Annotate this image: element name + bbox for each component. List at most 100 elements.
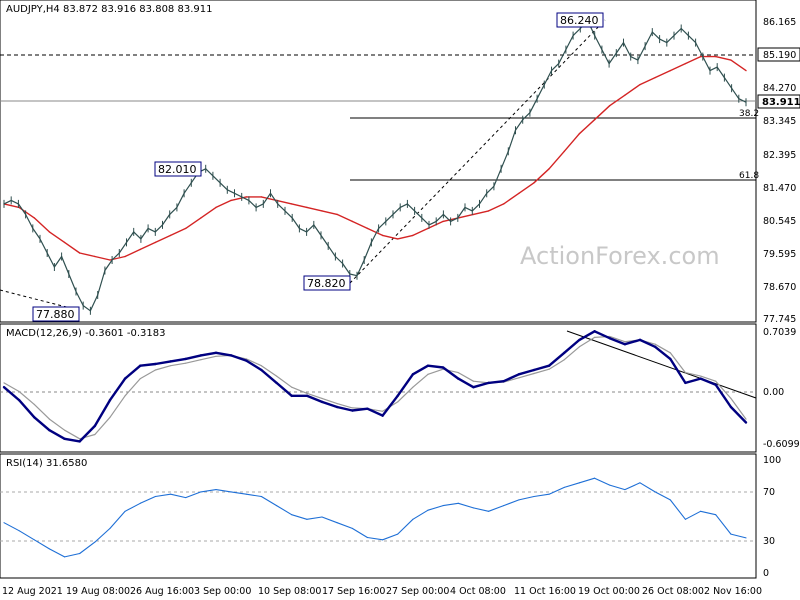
price-segment [615, 41, 625, 54]
rsi-segment [336, 522, 353, 529]
rsi-segment [154, 493, 172, 498]
price-segment [630, 55, 639, 61]
macd-signal-segment [518, 372, 535, 379]
macd-panel-frame [0, 323, 757, 453]
price-segment [457, 206, 466, 219]
macd-segment [245, 359, 263, 372]
price-tick: 79.595 [763, 249, 796, 260]
macd-segment [487, 380, 505, 385]
price-segment [125, 231, 135, 243]
macd-segment [78, 424, 97, 443]
price-segment [255, 203, 264, 208]
price-segment [363, 241, 372, 261]
price-segment [471, 203, 481, 212]
price-segment [392, 206, 401, 215]
price-segment [666, 34, 675, 44]
rsi-segment [215, 489, 232, 493]
price-segment [651, 31, 661, 40]
macd-signal-segment [669, 352, 687, 374]
price-segment [435, 213, 444, 222]
macd-signal-segment [684, 372, 702, 377]
macd-segment [578, 330, 596, 342]
price-segment [89, 294, 99, 312]
rsi-segment [382, 533, 399, 541]
macd-tick: -0.6099 [763, 439, 800, 450]
moving-average-segment [33, 217, 51, 233]
moving-average-segment [503, 192, 520, 205]
time-axis: 12 Aug 2021 19 Aug 08:00 26 Aug 16:00 3 … [2, 586, 762, 597]
macd-panel-title: MACD(12,26,9) -0.3601 -0.3183 [6, 328, 166, 339]
price-tick: 81.470 [763, 183, 796, 194]
macd-segment [93, 398, 112, 428]
price-segment [514, 119, 524, 131]
macd-segment [48, 429, 66, 440]
moving-average-segment [397, 234, 414, 240]
price-segment [118, 241, 128, 254]
price-segment [298, 227, 308, 233]
watermark: ActionForex.com [520, 242, 720, 270]
price-segment [17, 203, 27, 215]
svg-text:85.190: 85.190 [763, 50, 796, 61]
price-segment [680, 27, 690, 37]
macd-signal-segment [260, 365, 278, 377]
rsi-segment [33, 539, 50, 550]
moving-average-segment [639, 76, 656, 86]
rsi-segment [64, 552, 81, 558]
rsi-segment [321, 516, 338, 524]
price-tick: 84.270 [763, 83, 796, 94]
rsi-segment [48, 548, 66, 558]
price-segment [334, 255, 344, 265]
time-tick: 26 Aug 16:00 [130, 586, 194, 597]
rsi-segment [442, 502, 459, 507]
macd-signal-segment [139, 369, 156, 380]
svg-text:86.240: 86.240 [560, 14, 599, 27]
moving-average-segment [366, 227, 384, 237]
moving-average-segment [154, 234, 172, 244]
moving-average-segment [260, 196, 278, 202]
macd-segment [229, 354, 248, 362]
macd-segment [2, 386, 21, 402]
rsi-segment [639, 482, 656, 493]
macd-axis: 0.7039 0.00 -0.6099 [763, 327, 800, 450]
macd-signal-segment [397, 386, 414, 403]
price-tick: 83.345 [763, 116, 796, 127]
price-series-group [3, 16, 747, 315]
rsi-segment [124, 502, 141, 512]
macd-signal-segment [699, 375, 717, 382]
macd-segment [33, 416, 51, 432]
price-segment [550, 62, 560, 72]
macd-segment [381, 394, 399, 417]
moving-average-segment [518, 182, 535, 195]
moving-average-segment [457, 213, 475, 219]
price-segment [306, 224, 315, 233]
price-segment [500, 150, 509, 170]
macd-segment [608, 337, 627, 346]
moving-average-segment [669, 62, 687, 72]
moving-average-segment [48, 231, 66, 244]
macd-signal-segment [548, 359, 565, 370]
rsi-group [3, 477, 747, 558]
fib-61-label: 61.8 [739, 171, 759, 181]
macd-signal-segment [94, 416, 111, 436]
macd-segment [139, 362, 157, 367]
rsi-segment [397, 518, 414, 535]
moving-average-segment [291, 203, 308, 209]
price-segment [370, 227, 380, 243]
macd-signal-segment [3, 382, 20, 393]
moving-average-segment [3, 203, 20, 209]
time-tick: 26 Oct 08:00 [642, 586, 704, 597]
macd-segment [199, 351, 218, 357]
price-segment [442, 213, 452, 222]
rsi-segment [684, 510, 702, 520]
macd-segment [351, 407, 369, 412]
rsi-segment [533, 493, 550, 498]
price-tick: 78.670 [763, 282, 796, 293]
price-segment [327, 245, 336, 258]
price-segment [75, 290, 84, 307]
macd-signal-segment [609, 335, 626, 343]
macd-signal-segment [200, 355, 217, 361]
price-segment [673, 27, 682, 37]
macd-signal-segment [276, 375, 293, 388]
price-segment [723, 76, 733, 89]
